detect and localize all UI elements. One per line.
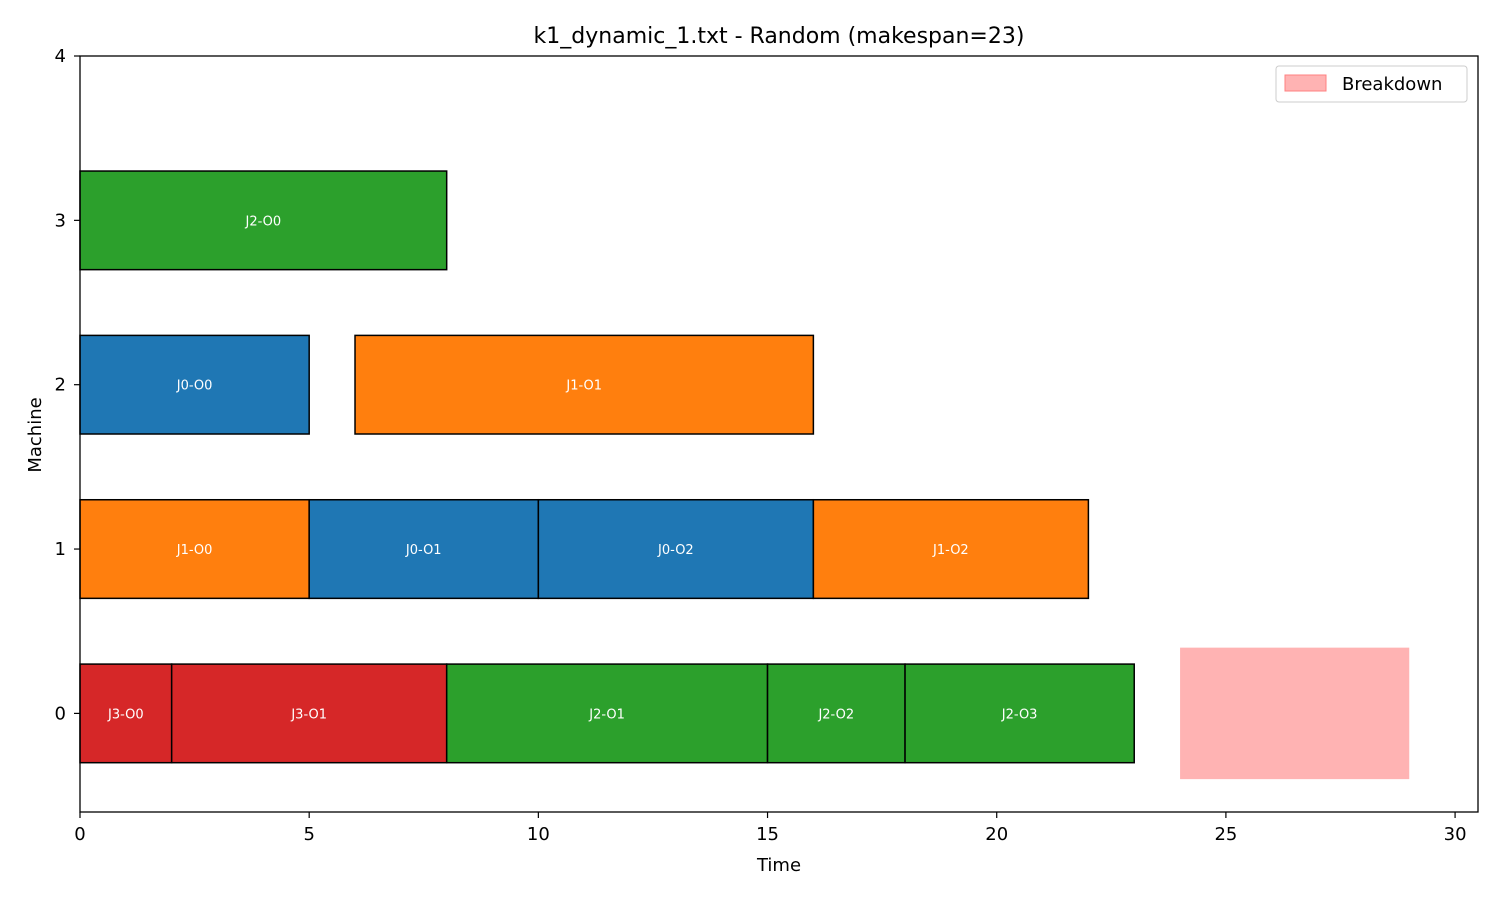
task-bar: J2-O3 (904, 663, 1135, 764)
task-bar: J2-O1 (445, 663, 769, 764)
x-tick-label: 15 (756, 824, 779, 845)
task-label: J2-O1 (588, 707, 625, 722)
x-tick-label: 20 (985, 824, 1008, 845)
y-tick-label: 2 (55, 375, 66, 396)
task-label: J2-O3 (1001, 707, 1038, 722)
task-bar: J1-O2 (812, 498, 1090, 600)
breakdown-region (1180, 647, 1410, 780)
x-tick-label: 10 (527, 824, 550, 845)
legend-swatch-breakdown (1284, 74, 1327, 92)
x-axis-label: Time (756, 855, 801, 876)
task-bar: J3-O0 (79, 663, 173, 764)
task-bar-rect (904, 663, 1135, 764)
task-label: J3-O0 (107, 707, 144, 722)
task-label: J1-O1 (565, 379, 602, 394)
task-label: J2-O2 (817, 707, 854, 722)
plot-frame (79, 55, 1479, 813)
y-tick-label: 0 (55, 703, 66, 724)
task-label: J2-O0 (245, 214, 282, 229)
plot-area: J3-O0 J3-O1 J2-O1 J2-O2 J2-O3 J1-O0 J0-O1 J0-O2… (79, 170, 1410, 780)
task-bar: J3-O1 (170, 663, 448, 764)
task-bar: J1-O0 (79, 498, 310, 600)
y-axis-label: Machine (25, 397, 46, 472)
axes: 0 5 10 15 20 25 30 0 1 2 3 4 (55, 46, 1479, 845)
task-bar-rect (308, 498, 540, 600)
task-bar-rect (79, 498, 310, 600)
task-bar-rect (537, 498, 815, 600)
task-bar: J2-O2 (766, 663, 906, 764)
task-label: J0-O2 (657, 543, 694, 558)
y-tick-label: 1 (55, 539, 66, 560)
x-tick-label: 5 (303, 824, 314, 845)
x-tick-label: 0 (74, 824, 85, 845)
task-bar: J2-O0 (79, 170, 448, 271)
task-bar: J0-O1 (308, 498, 540, 600)
task-bar-rect (445, 663, 769, 764)
task-bar: J1-O1 (354, 334, 815, 435)
task-bar-rect (766, 663, 906, 764)
task-label: J0-O1 (405, 543, 442, 558)
task-bar: J0-O0 (79, 334, 310, 435)
legend: Breakdown (1275, 65, 1468, 103)
y-tick-label: 3 (55, 210, 66, 231)
task-label: J0-O0 (176, 379, 213, 394)
task-bar-rect (170, 663, 448, 764)
task-bar: J0-O2 (537, 498, 815, 600)
task-label: J3-O1 (290, 707, 327, 722)
chart-title: k1_dynamic_1.txt - Random (makespan=23) (534, 24, 1025, 49)
task-label: J1-O2 (932, 543, 969, 558)
legend-label-breakdown: Breakdown (1342, 74, 1442, 95)
x-tick-label: 30 (1444, 824, 1467, 845)
task-bar-rect (354, 334, 815, 435)
x-tick-label: 25 (1214, 824, 1237, 845)
task-bar-rect (79, 334, 310, 435)
task-label: J1-O0 (176, 543, 213, 558)
task-bar-rect (79, 170, 448, 271)
task-bar-rect (79, 663, 173, 764)
y-tick-label: 4 (55, 46, 66, 67)
task-bar-rect (812, 498, 1090, 600)
